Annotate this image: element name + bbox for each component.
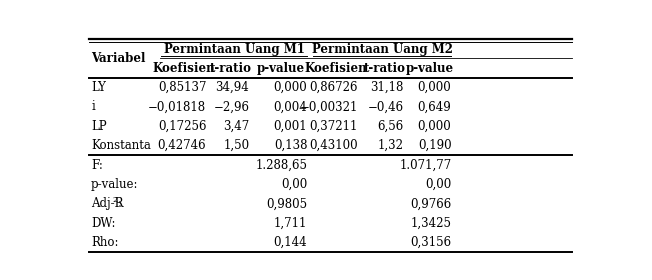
Text: 0,190: 0,190 <box>418 139 451 152</box>
Text: 1,3425: 1,3425 <box>410 217 451 230</box>
Text: 2: 2 <box>112 196 117 204</box>
Text: 0,00: 0,00 <box>425 178 451 191</box>
Text: 0,9766: 0,9766 <box>410 197 451 211</box>
Text: Konstanta: Konstanta <box>91 139 151 152</box>
Text: 0,144: 0,144 <box>274 236 307 249</box>
Text: 0,001: 0,001 <box>274 120 307 133</box>
Text: LP: LP <box>91 120 107 133</box>
Text: 3,47: 3,47 <box>223 120 249 133</box>
Text: Variabel: Variabel <box>91 52 145 65</box>
Text: 34,94: 34,94 <box>216 81 249 94</box>
Text: −2,96: −2,96 <box>213 101 249 113</box>
Text: 0,649: 0,649 <box>418 101 451 113</box>
Text: Permintaan Uang M1: Permintaan Uang M1 <box>164 43 304 56</box>
Text: Rho:: Rho: <box>91 236 119 249</box>
Text: −0,46: −0,46 <box>367 101 404 113</box>
Text: F:: F: <box>91 158 103 172</box>
Text: 0,000: 0,000 <box>418 81 451 94</box>
Text: 0,42746: 0,42746 <box>158 139 206 152</box>
Text: 1.071,77: 1.071,77 <box>399 158 451 172</box>
Text: 0,000: 0,000 <box>418 120 451 133</box>
Text: 31,18: 31,18 <box>370 81 404 94</box>
Text: 0,138: 0,138 <box>274 139 307 152</box>
Text: 0,00: 0,00 <box>281 178 307 191</box>
Text: Permintaan Uang M2: Permintaan Uang M2 <box>312 43 452 56</box>
Text: t-ratio: t-ratio <box>209 62 252 75</box>
Text: 6,56: 6,56 <box>377 120 404 133</box>
Text: 1,32: 1,32 <box>378 139 404 152</box>
Text: 0,85137: 0,85137 <box>158 81 206 94</box>
Text: 0,86726: 0,86726 <box>310 81 358 94</box>
Text: i: i <box>91 101 95 113</box>
Text: 0,004: 0,004 <box>274 101 307 113</box>
Text: LY: LY <box>91 81 106 94</box>
Text: 1,50: 1,50 <box>223 139 249 152</box>
Text: p-value: p-value <box>257 62 305 75</box>
Text: 0,43100: 0,43100 <box>309 139 358 152</box>
Text: Koefisien: Koefisien <box>304 62 366 75</box>
Text: p-value:: p-value: <box>91 178 139 191</box>
Text: 0,000: 0,000 <box>274 81 307 94</box>
Text: −0,01818: −0,01818 <box>148 101 206 113</box>
Text: 0,17256: 0,17256 <box>158 120 206 133</box>
Text: Koefisien: Koefisien <box>153 62 215 75</box>
Text: Adj-R: Adj-R <box>91 197 124 211</box>
Text: −0,00321: −0,00321 <box>299 101 358 113</box>
Text: 0,9805: 0,9805 <box>266 197 307 211</box>
Text: 1.288,65: 1.288,65 <box>256 158 307 172</box>
Text: t-ratio: t-ratio <box>364 62 406 75</box>
Text: p-value: p-value <box>406 62 454 75</box>
Text: 0,37211: 0,37211 <box>310 120 358 133</box>
Text: 0,3156: 0,3156 <box>410 236 451 249</box>
Text: DW:: DW: <box>91 217 115 230</box>
Text: :: : <box>117 197 121 211</box>
Text: 1,711: 1,711 <box>274 217 307 230</box>
